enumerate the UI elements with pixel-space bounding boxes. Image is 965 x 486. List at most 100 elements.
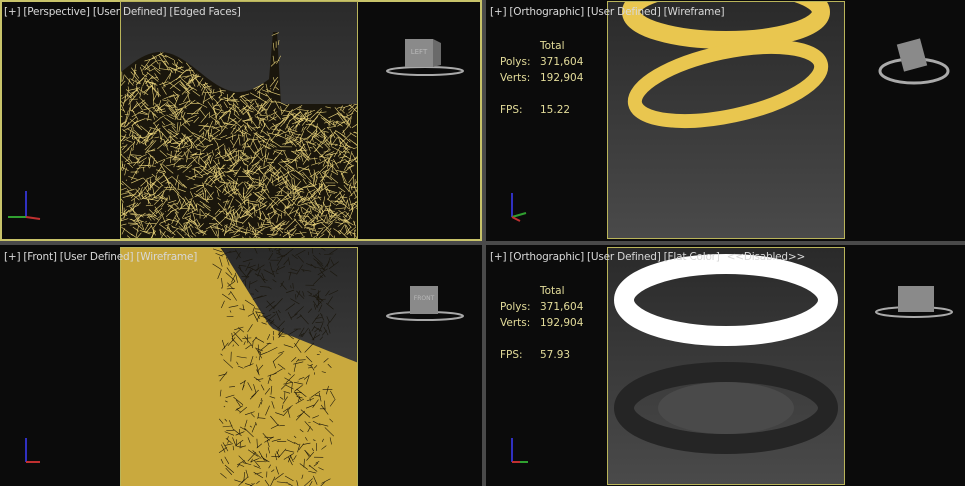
wire-edge: [199, 109, 207, 118]
viewport-plus-menu[interactable]: [+]: [4, 6, 21, 18]
wire-edge: [165, 163, 175, 167]
wire-edge: [267, 346, 278, 353]
viewcube[interactable]: FRONT: [385, 280, 465, 325]
viewport-plus-menu[interactable]: [+]: [490, 251, 507, 263]
wire-edge: [298, 394, 300, 396]
wire-edge: [318, 127, 327, 139]
stats-panel: Total Polys: 371,604 Verts: 192,904 FPS: 57…: [500, 283, 583, 363]
view-type-menu[interactable]: [Orthographic]: [509, 251, 585, 263]
shading-menu[interactable]: [Flat Color]: [663, 251, 720, 263]
wire-edge: [218, 418, 224, 424]
wire-edge: [243, 189, 245, 197]
wire-edge: [261, 217, 267, 229]
wire-edge: [254, 155, 266, 166]
wire-edge: [160, 159, 166, 166]
wire-edge: [321, 222, 330, 230]
wire-edge: [145, 204, 154, 207]
wire-edge: [247, 111, 253, 124]
wire-edge: [324, 120, 334, 124]
wire-edge: [242, 258, 253, 263]
wire-edge: [335, 121, 343, 127]
viewcube-face-label[interactable]: LEFT: [410, 48, 428, 56]
wire-edge: [221, 300, 225, 309]
wire-edge: [121, 187, 127, 191]
wire-edge: [319, 155, 329, 159]
wire-edge: [340, 133, 352, 144]
view-type-menu[interactable]: [Perspective]: [23, 6, 90, 18]
viewcube[interactable]: [874, 280, 954, 325]
viewcube[interactable]: [874, 35, 954, 90]
wire-edge: [268, 252, 274, 261]
wire-edge: [121, 217, 123, 222]
view-settings-menu[interactable]: [User Defined]: [587, 251, 661, 263]
viewport-plus-menu[interactable]: [+]: [490, 6, 507, 18]
view-type-menu[interactable]: [Orthographic]: [509, 6, 585, 18]
wire-edge: [124, 158, 130, 163]
wire-edge: [191, 168, 202, 173]
wire-edge: [181, 140, 184, 145]
viewcube-face-label[interactable]: FRONT: [413, 295, 435, 302]
viewport-perspective[interactable]: [+] [Perspective] [User Defined] [Edged Fac…: [0, 0, 482, 241]
wire-edge: [318, 304, 323, 312]
wire-edge: [223, 148, 232, 160]
wire-edge: [280, 281, 285, 288]
wire-edge: [345, 225, 352, 236]
wire-edge: [295, 170, 305, 176]
wire-edge: [154, 68, 161, 75]
wire-edge: [303, 374, 310, 380]
wire-edge: [172, 176, 184, 187]
wire-edge: [190, 235, 194, 238]
wire-edge: [224, 443, 233, 446]
view-type-menu[interactable]: [Front]: [23, 251, 57, 263]
wire-edge: [305, 437, 308, 441]
wire-edge: [226, 92, 236, 102]
wire-edge: [299, 463, 308, 470]
wire-edge: [285, 384, 294, 390]
wire-edge: [253, 139, 257, 141]
shading-menu[interactable]: [Wireframe]: [663, 6, 725, 18]
shading-menu[interactable]: [Edged Faces]: [169, 6, 241, 18]
view-settings-menu[interactable]: [User Defined]: [59, 251, 134, 263]
wire-edge: [121, 125, 126, 127]
view-settings-menu[interactable]: [User Defined]: [92, 6, 167, 18]
wire-edge: [261, 118, 270, 131]
shading-menu[interactable]: [Wireframe]: [136, 251, 198, 263]
wire-edge: [241, 212, 254, 225]
wire-edge: [303, 217, 315, 227]
viewport-front[interactable]: [+] [Front] [User Defined] [Wireframe] FRON…: [0, 245, 482, 486]
wire-edge: [121, 135, 128, 138]
wire-edge: [131, 95, 136, 101]
viewport-orthographic-top[interactable]: [+] [Orthographic] [User Defined] [Wirefram…: [486, 0, 965, 241]
wire-edge: [196, 190, 203, 196]
wire-edge: [269, 396, 276, 399]
wire-edge: [149, 67, 156, 72]
wire-edge: [187, 136, 195, 149]
wire-edge: [224, 400, 228, 403]
viewport-orthographic-flat[interactable]: [+] [Orthographic] [User Defined] [Flat Col…: [486, 245, 965, 486]
wire-edge: [208, 177, 216, 184]
wire-edge: [180, 135, 193, 141]
wire-edge: [285, 449, 295, 453]
view-settings-menu[interactable]: [User Defined]: [587, 6, 661, 18]
wire-edge: [328, 248, 338, 255]
wire-edge: [228, 292, 231, 296]
wire-edge: [161, 86, 167, 95]
wire-edge: [271, 177, 274, 186]
viewcube[interactable]: LEFT: [385, 35, 465, 80]
wire-edge: [176, 107, 183, 118]
wire-edge: [162, 173, 171, 184]
wire-edge: [333, 228, 342, 234]
wire-edge: [155, 178, 164, 187]
wire-edge: [291, 167, 295, 172]
wire-edge: [278, 248, 280, 254]
wire-edge: [140, 180, 148, 187]
wire-edge: [135, 124, 143, 131]
wire-edge: [264, 436, 274, 438]
wire-edge: [269, 116, 277, 121]
wire-edge: [270, 174, 279, 181]
wire-edge: [229, 310, 232, 313]
wire-edge: [304, 109, 316, 115]
wire-edge: [302, 155, 310, 162]
viewport-plus-menu[interactable]: [+]: [4, 251, 21, 263]
wire-edge: [285, 158, 291, 162]
